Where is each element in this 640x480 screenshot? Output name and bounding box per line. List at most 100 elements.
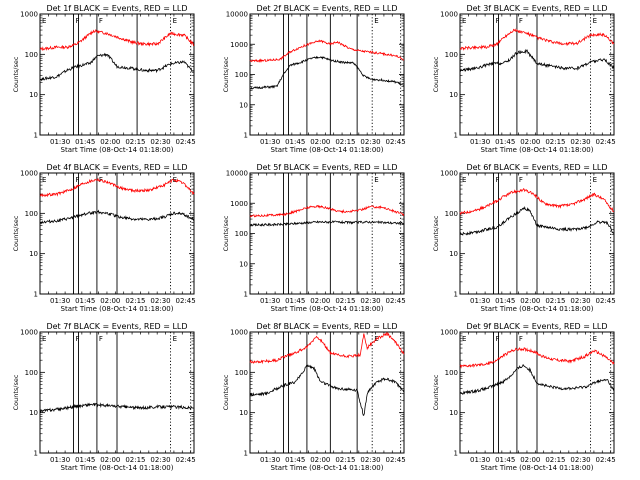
y-tick-label: 10 — [239, 101, 248, 109]
x-tick-label: 02:30 — [570, 138, 590, 146]
series-events-line — [39, 209, 195, 225]
series-lld-line — [459, 347, 615, 369]
x-tick-label: 01:30 — [50, 297, 70, 305]
panel-title: Det 7f BLACK = Events, RED = LLD — [46, 322, 187, 331]
marker-label: F — [495, 17, 499, 25]
x-axis-label: Start Time (08-Oct-14 01:18:00) — [481, 464, 594, 472]
x-tick-label: 01:45 — [495, 297, 515, 305]
x-tick-label: 01:45 — [495, 138, 515, 146]
marker-label: E — [593, 17, 597, 25]
marker-label: E — [42, 176, 46, 184]
x-tick-label: 02:15 — [125, 297, 145, 305]
panel-title: Det 5f BLACK = Events, RED = LLD — [256, 163, 397, 172]
x-tick-label: 01:45 — [285, 138, 305, 146]
x-axis-label: Start Time (08-Oct-14 01:18:00) — [61, 464, 174, 472]
series-events-line — [39, 402, 195, 413]
x-tick-label: 01:30 — [50, 138, 70, 146]
y-tick-label: 1000 — [20, 170, 38, 178]
panel-5: Det 5f BLACK = Events, RED = LLD 1 10 100 10… — [222, 163, 406, 313]
x-tick-label: 02:45 — [596, 297, 616, 305]
x-tick-label: 02:45 — [176, 297, 196, 305]
series-lld-line — [249, 39, 405, 64]
marker-label: F — [75, 335, 79, 343]
x-axis-label: Start Time (08-Oct-14 01:18:00) — [61, 305, 174, 313]
marker-label: E — [42, 17, 46, 25]
marker-label: E — [173, 17, 177, 25]
plot-frame — [39, 13, 195, 136]
y-tick-label: 10 — [29, 91, 38, 99]
x-tick-label: 01:30 — [470, 297, 490, 305]
y-axis-label: Counts/sec — [12, 374, 20, 410]
series-lld-line — [459, 188, 615, 215]
marker-label: F — [519, 335, 523, 343]
x-tick-label: 02:45 — [596, 138, 616, 146]
y-tick-label: 10000 — [226, 11, 248, 19]
y-axis-label: Counts/sec — [432, 56, 440, 92]
x-tick-label: 02:00 — [100, 138, 120, 146]
y-tick-label: 100 — [25, 210, 38, 218]
marker-label: F — [99, 335, 103, 343]
panel-title: Det 6f BLACK = Events, RED = LLD — [466, 163, 607, 172]
marker-label: F — [75, 17, 79, 25]
panel-4: Det 4f BLACK = Events, RED = LLD 1 10 100 10… — [12, 163, 196, 313]
x-tick-label: 02:15 — [335, 138, 355, 146]
series-events-line — [459, 48, 615, 72]
x-tick-label: 02:45 — [596, 456, 616, 464]
panel-title: Det 8f BLACK = Events, RED = LLD — [256, 322, 397, 331]
x-tick-label: 02:30 — [570, 456, 590, 464]
marker-label: E — [42, 335, 46, 343]
y-tick-label: 10 — [449, 91, 458, 99]
y-tick-label: 1000 — [230, 200, 248, 208]
panel-9: Det 9f BLACK = Events, RED = LLD 1 10 100 10… — [432, 322, 616, 472]
x-tick-label: 02:00 — [310, 138, 330, 146]
x-tick-label: 02:00 — [520, 297, 540, 305]
x-tick-label: 02:00 — [520, 138, 540, 146]
y-tick-label: 100 — [235, 369, 248, 377]
x-tick-label: 02:00 — [100, 297, 120, 305]
x-axis-label: Start Time (08-Oct-14 01:18:00) — [481, 305, 594, 313]
marker-label: E — [374, 176, 378, 184]
marker-label: F — [99, 17, 103, 25]
y-tick-label: 1 — [34, 291, 38, 299]
y-tick-label: 10 — [29, 409, 38, 417]
x-tick-label: 02:00 — [100, 456, 120, 464]
y-axis-label: Counts/sec — [432, 215, 440, 251]
series-lld-line — [39, 29, 195, 52]
x-tick-label: 02:45 — [176, 138, 196, 146]
x-tick-label: 01:45 — [75, 138, 95, 146]
x-tick-label: 02:15 — [335, 456, 355, 464]
x-tick-label: 02:45 — [386, 456, 406, 464]
panel-8: Det 8f BLACK = Events, RED = LLD 1 10 100 10… — [222, 322, 406, 472]
y-tick-label: 1 — [34, 450, 38, 458]
x-tick-label: 02:30 — [360, 456, 380, 464]
series-events-line — [39, 52, 195, 82]
y-tick-label: 100 — [235, 71, 248, 79]
panel-title: Det 2f BLACK = Events, RED = LLD — [256, 4, 397, 13]
series-events-line — [249, 219, 405, 227]
marker-label: F — [519, 17, 523, 25]
x-tick-label: 02:00 — [520, 456, 540, 464]
series-events-line — [459, 205, 615, 236]
y-tick-label: 1 — [34, 132, 38, 140]
x-tick-label: 01:45 — [75, 297, 95, 305]
marker-label: E — [462, 335, 466, 343]
x-tick-label: 01:30 — [260, 138, 280, 146]
y-tick-label: 100 — [25, 369, 38, 377]
marker-label: E — [593, 335, 597, 343]
y-tick-label: 1000 — [440, 329, 458, 337]
y-axis-label: Counts/sec — [222, 56, 230, 92]
x-axis-label: Start Time (08-Oct-14 01:18:00) — [61, 146, 174, 154]
y-tick-label: 1 — [454, 291, 458, 299]
series-events-line — [459, 363, 615, 395]
panel-1: Det 1f BLACK = Events, RED = LLD 1 10 100 10… — [12, 4, 196, 154]
x-tick-label: 02:30 — [360, 297, 380, 305]
y-tick-label: 10 — [29, 250, 38, 258]
marker-label: E — [593, 176, 597, 184]
x-tick-label: 02:30 — [360, 138, 380, 146]
x-tick-label: 01:30 — [470, 138, 490, 146]
x-tick-label: 02:15 — [545, 297, 565, 305]
y-tick-label: 10 — [449, 250, 458, 258]
panel-title: Det 1f BLACK = Events, RED = LLD — [46, 4, 187, 13]
marker-label: F — [75, 176, 79, 184]
x-tick-label: 02:00 — [310, 456, 330, 464]
